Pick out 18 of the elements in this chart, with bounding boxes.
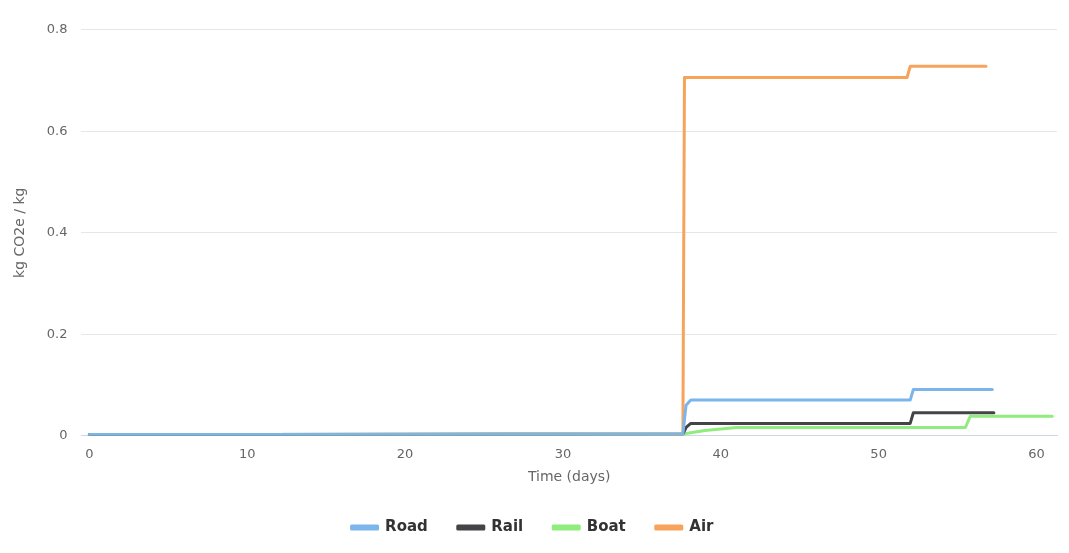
x-tick-label: 20 — [396, 445, 414, 461]
x-tick-label: 30 — [554, 445, 572, 461]
x-tick-label: 50 — [870, 445, 887, 461]
legend-label: Rail — [491, 517, 524, 536]
legend-label: Air — [689, 517, 715, 536]
y-tick-label: 0.2 — [46, 325, 68, 341]
y-axis-title: kg CO2e / kg — [11, 187, 28, 278]
x-tick-label: 10 — [238, 445, 256, 461]
y-tick-label: 0 — [59, 426, 68, 442]
x-tick-label: 40 — [712, 445, 730, 461]
y-tick-label: 0.8 — [46, 21, 68, 37]
legend-label: Boat — [586, 517, 626, 536]
x-axis-title: Time (days) — [526, 468, 611, 485]
x-tick-label: 0 — [85, 445, 94, 461]
legend-label: Road — [385, 517, 428, 536]
x-tick-label: 60 — [1028, 445, 1045, 461]
y-tick-label: 0.6 — [46, 122, 68, 138]
y-tick-label: 0.4 — [46, 224, 68, 240]
